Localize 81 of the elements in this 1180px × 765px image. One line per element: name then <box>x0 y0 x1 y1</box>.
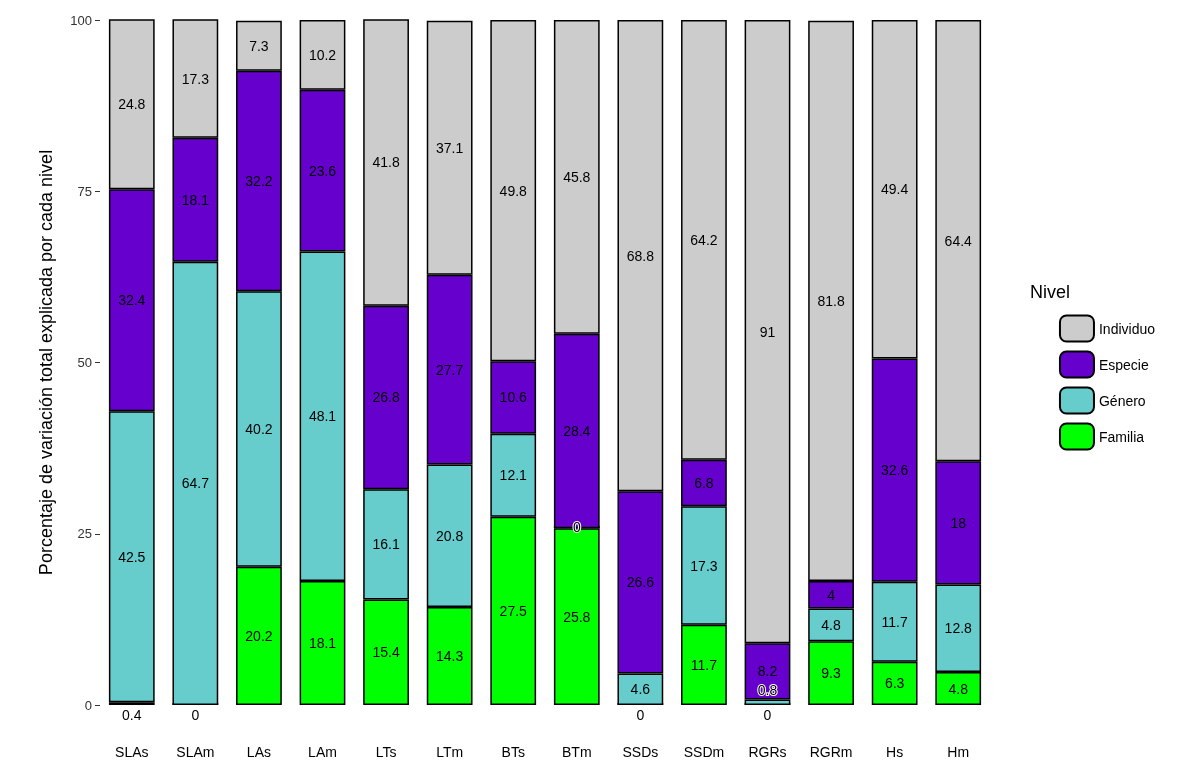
data-label: 41.8 <box>372 154 400 171</box>
data-label: 23.6 <box>308 162 337 179</box>
y-tick-label: 75 <box>77 183 92 199</box>
legend-label: Individuo <box>1098 320 1156 337</box>
data-label: 17.3 <box>690 557 718 574</box>
x-tick-label: LTs <box>375 744 397 760</box>
data-label: 0 <box>763 707 772 723</box>
data-label: 4.8 <box>948 680 969 697</box>
data-label: 18 <box>950 514 967 531</box>
legend-title: Nivel <box>1029 282 1071 302</box>
data-label: 12.8 <box>944 620 973 637</box>
data-label: 0 <box>636 707 645 723</box>
data-label: 16.1 <box>372 536 400 553</box>
data-label: 0 <box>191 707 200 723</box>
y-axis-title: Porcentaje de variación total explicada por cada nivel <box>36 149 56 576</box>
y-tick-label: 25 <box>77 526 92 542</box>
data-label: 27.7 <box>436 361 464 378</box>
data-label: 26.8 <box>372 389 400 406</box>
data-label: 10.6 <box>499 389 528 406</box>
data-label: 12.1 <box>499 467 528 484</box>
data-label: 81.8 <box>817 292 845 309</box>
data-label: 7.3 <box>249 37 269 54</box>
data-label: 18.1 <box>308 635 337 652</box>
data-label: 9.3 <box>821 665 842 682</box>
data-label: 49.8 <box>499 182 528 199</box>
data-label: 32.6 <box>881 462 909 479</box>
x-tick-label: SLAs <box>115 744 149 760</box>
data-label: 42.5 <box>118 548 146 565</box>
data-label: 20.2 <box>245 627 273 644</box>
x-tick-label: Hm <box>947 744 970 760</box>
x-tick-label: LAm <box>308 744 337 760</box>
legend-label: Especie <box>1098 356 1149 373</box>
data-label: 32.4 <box>118 292 146 309</box>
data-label: 26.6 <box>626 574 655 591</box>
data-label: 45.8 <box>563 168 591 185</box>
x-tick-label: Hs <box>886 744 904 760</box>
data-label: 10.2 <box>308 46 337 63</box>
data-label: 91 <box>759 323 776 340</box>
data-label: 28.4 <box>563 423 591 439</box>
data-label: 49.4 <box>881 181 909 198</box>
data-label: 20.8 <box>436 527 464 544</box>
data-label: 18.1 <box>181 191 210 208</box>
x-tick-label: RGRs <box>748 744 787 760</box>
x-tick-label: LTm <box>436 744 464 760</box>
data-label: 0.4 <box>122 707 142 723</box>
data-label: 8.2 <box>757 663 778 680</box>
data-label: 40.2 <box>245 420 273 437</box>
x-tick-label: BTm <box>562 744 592 760</box>
data-label: 48.1 <box>308 408 337 425</box>
data-label: 64.4 <box>944 232 973 249</box>
x-tick-label: SSDs <box>622 744 659 760</box>
x-tick-label: BTs <box>501 744 525 760</box>
data-label: 37.1 <box>436 139 464 156</box>
data-label: 4.8 <box>821 616 842 633</box>
data-label: 6.3 <box>884 675 905 692</box>
y-tick-label: 0 <box>84 697 92 713</box>
x-tick-label: SLAm <box>176 744 215 760</box>
data-label: 24.8 <box>118 96 146 113</box>
y-tick-label: 100 <box>70 12 92 28</box>
legend-label: Familia <box>1098 428 1145 445</box>
x-tick-label: RGRm <box>809 744 853 760</box>
data-label: 17.3 <box>181 70 210 87</box>
legend-label: Género <box>1098 392 1146 409</box>
data-label: 32.2 <box>245 172 273 189</box>
data-label: 4.6 <box>630 681 651 698</box>
data-label: 64.7 <box>181 475 210 492</box>
data-label: 0 <box>572 519 581 536</box>
data-label: 0.8 <box>757 681 778 698</box>
y-tick-label: 50 <box>77 355 92 370</box>
data-label: 14.3 <box>436 648 464 665</box>
data-label: 64.2 <box>690 231 718 248</box>
data-label: 15.4 <box>372 644 400 661</box>
x-tick-label: SSDm <box>683 744 725 760</box>
data-label: 6.8 <box>694 475 714 492</box>
data-label: 11.7 <box>690 656 718 673</box>
data-label: 68.8 <box>626 247 655 264</box>
data-label: 27.5 <box>499 602 528 619</box>
data-label: 4 <box>827 586 836 603</box>
x-tick-label: LAs <box>246 744 271 760</box>
data-label: 25.8 <box>563 608 591 625</box>
data-label: 11.7 <box>881 613 908 630</box>
